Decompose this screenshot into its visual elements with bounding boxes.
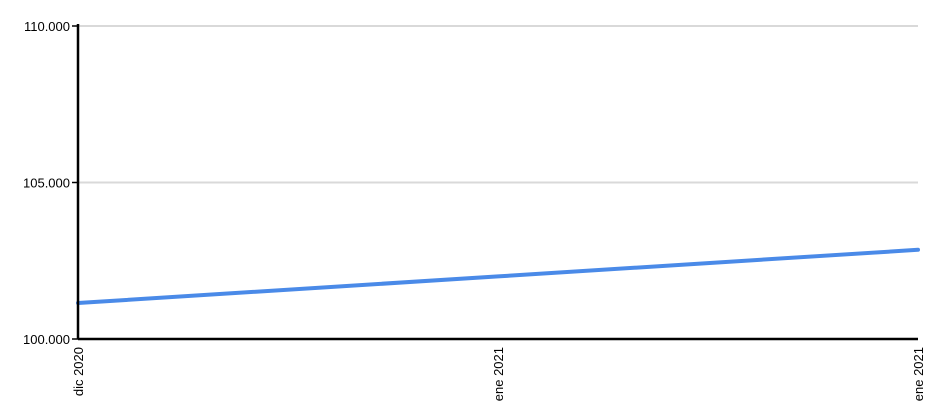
grid-layer xyxy=(78,25,918,184)
series-line xyxy=(76,247,920,305)
x-tick-label: dic 2020 xyxy=(71,347,86,396)
x-tick-labels: dic 2020 ene 2021 ene 2021 xyxy=(71,347,926,401)
series-layer xyxy=(76,247,920,305)
x-tick-label: ene 2021 xyxy=(491,347,506,401)
y-tick-labels: 100.000 105.000 110.000 xyxy=(23,19,70,347)
y-tick-label: 110.000 xyxy=(24,19,70,34)
x-tick-label: ene 2021 xyxy=(911,347,926,401)
y-tick-label: 105.000 xyxy=(23,176,70,191)
y-tick-label: 100.000 xyxy=(23,332,70,347)
axis-layer xyxy=(72,24,918,341)
